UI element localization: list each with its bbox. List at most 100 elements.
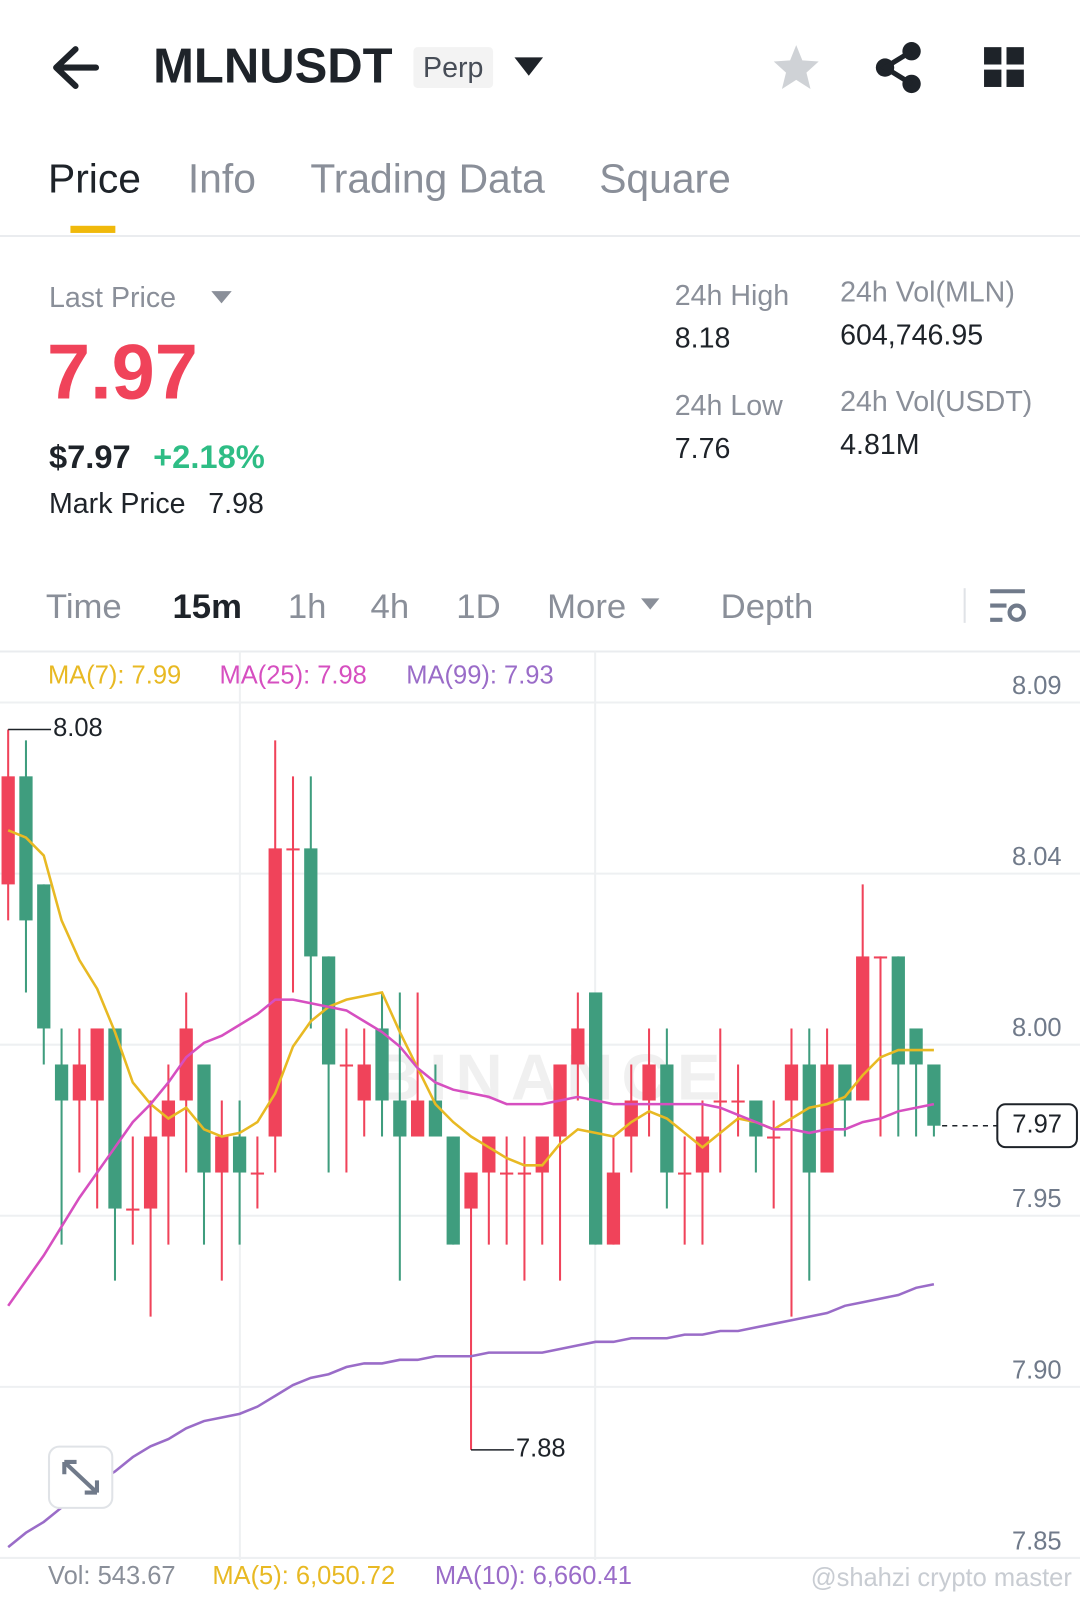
- ma-line: [7, 1282, 935, 1549]
- candle-body: [464, 1172, 478, 1209]
- badge-bg: [413, 47, 494, 88]
- candle-body: [215, 1136, 229, 1173]
- candle-body: [357, 1064, 371, 1101]
- more-dropdown[interactable]: [641, 598, 660, 610]
- interval[interactable]: More: [547, 588, 626, 626]
- candle-body: [500, 1172, 514, 1175]
- volume-legend: Vol: 543.67: [48, 1562, 176, 1590]
- current-price-box: [996, 1103, 1078, 1149]
- favorite-icon[interactable]: [773, 45, 819, 90]
- candle-body: [54, 1064, 69, 1101]
- candle-body: [286, 848, 300, 851]
- stat-label: 24h Vol(USDT): [840, 386, 1032, 418]
- ma-legend: MA(99): 7.93: [406, 662, 553, 690]
- candle-body: [1, 776, 15, 885]
- candle-body: [909, 1028, 923, 1065]
- candle-body: [606, 1172, 621, 1245]
- change: +2.18%: [153, 438, 265, 475]
- candle-body: [321, 956, 336, 1065]
- y-tick-label: 8.00: [1012, 1014, 1062, 1042]
- mark-price-label: Mark Price: [49, 488, 186, 520]
- last-price-label: Last Price: [49, 282, 176, 314]
- low-label: 7.88: [516, 1435, 566, 1463]
- interval[interactable]: 15m: [173, 588, 242, 626]
- tab[interactable]: Trading Data: [310, 156, 545, 202]
- badge: Perp: [423, 52, 483, 84]
- credit-watermark: @shahzi crypto master: [811, 1564, 1073, 1592]
- candle-body: [410, 1100, 425, 1137]
- candle-body: [784, 1064, 799, 1101]
- current-price-label: 7.97: [1012, 1110, 1062, 1138]
- candle-body: [624, 1100, 638, 1137]
- candle-body: [268, 848, 282, 1137]
- candle-body: [642, 1064, 656, 1101]
- candle-body: [731, 1100, 745, 1103]
- tab-indicator: [70, 225, 116, 233]
- stat-label: 24h Low: [675, 390, 783, 422]
- candle-body: [927, 1064, 941, 1126]
- candle-body: [678, 1172, 692, 1175]
- candle-body: [767, 1136, 781, 1139]
- mark-price: 7.98: [208, 488, 264, 520]
- candle-body: [126, 1208, 140, 1211]
- tab[interactable]: Price: [48, 156, 141, 202]
- stat-value: 4.81M: [840, 429, 919, 461]
- symbol-dropdown[interactable]: [514, 57, 544, 76]
- candle-body: [428, 1100, 443, 1137]
- volume-legend: MA(5): 6,050.72: [212, 1562, 395, 1590]
- symbol[interactable]: MLNUSDT: [153, 40, 393, 94]
- candle-body: [873, 956, 888, 959]
- candle-body: [856, 956, 870, 1101]
- candle-body: [571, 1028, 585, 1065]
- dropdown-icon[interactable]: [211, 291, 232, 304]
- y-tick-label: 7.85: [1012, 1527, 1062, 1555]
- tab[interactable]: Info: [188, 156, 256, 202]
- candle-body: [517, 1172, 532, 1175]
- candle-body: [232, 1136, 247, 1173]
- interval[interactable]: 1D: [456, 588, 500, 626]
- stat-label: 24h High: [675, 280, 789, 312]
- ma-legend: MA(25): 7.98: [219, 662, 366, 690]
- stat-label: 24h Vol(MLN): [840, 277, 1015, 309]
- candle-body: [393, 1100, 407, 1137]
- candle-body: [108, 1028, 122, 1209]
- interval[interactable]: Time: [46, 588, 122, 626]
- tab[interactable]: Square: [599, 156, 731, 202]
- share-icon[interactable]: [875, 42, 921, 94]
- candle-body: [90, 1028, 104, 1101]
- candle-body: [179, 1028, 193, 1101]
- y-tick-label: 7.90: [1012, 1356, 1062, 1384]
- candle-body: [891, 956, 905, 1065]
- y-tick-label: 8.04: [1012, 843, 1062, 871]
- ma-line: [7, 998, 935, 1307]
- stat-value: 7.76: [675, 433, 731, 465]
- candle-body: [19, 776, 33, 921]
- last-price: 7.97: [47, 329, 198, 415]
- candle-body: [197, 1064, 211, 1173]
- y-tick-label: 7.95: [1012, 1185, 1062, 1213]
- candle-body: [339, 1064, 354, 1067]
- interval[interactable]: Depth: [721, 588, 814, 626]
- back-button[interactable]: [53, 46, 100, 90]
- candle-body: [375, 1028, 389, 1101]
- interval[interactable]: 4h: [371, 588, 410, 626]
- candle-body: [802, 1064, 816, 1173]
- menu-icon[interactable]: [984, 47, 1024, 87]
- candle-body: [820, 1064, 834, 1173]
- high-label: 8.08: [53, 714, 103, 742]
- candle-body: [713, 1100, 727, 1103]
- candle-body: [250, 1172, 265, 1175]
- chart-settings[interactable]: [990, 589, 1026, 622]
- ma-legend: MA(7): 7.99: [48, 662, 181, 690]
- stat-value: 8.18: [675, 323, 731, 355]
- interval[interactable]: 1h: [288, 588, 327, 626]
- fullscreen-icon: [62, 1459, 100, 1495]
- candle-body: [589, 992, 603, 1245]
- candle-body: [749, 1100, 763, 1137]
- ma-line: [7, 829, 934, 1167]
- candle-body: [72, 1064, 87, 1101]
- candle-body: [482, 1136, 496, 1173]
- usd-price: $7.97: [49, 438, 131, 475]
